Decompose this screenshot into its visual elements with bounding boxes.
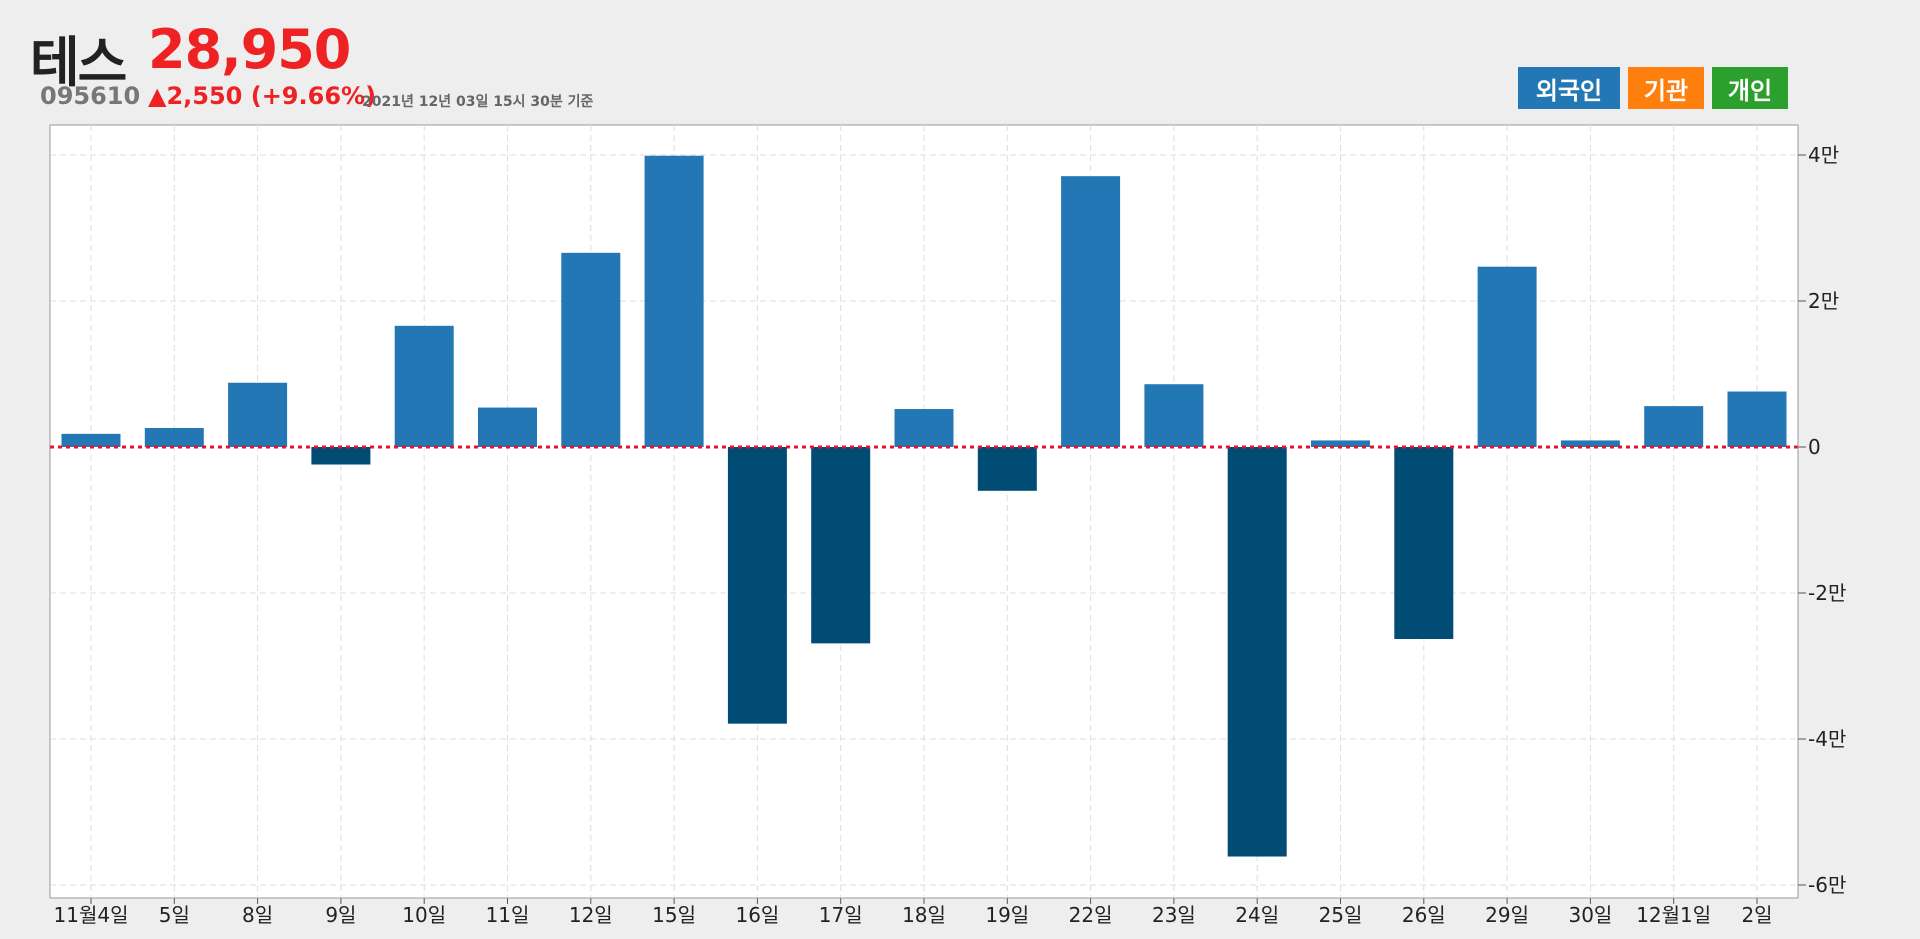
stock-timestamp: 2021년 12년 03일 15시 30분 기준: [362, 94, 594, 110]
bar-16일: [727, 447, 787, 724]
x-tick-label: 16일: [735, 903, 779, 927]
bar-22일: [1061, 176, 1121, 448]
stock-name: 테스: [30, 31, 127, 94]
x-tick-label: 17일: [819, 903, 863, 927]
y-tick-label: -4만: [1808, 727, 1846, 751]
bar-12일: [561, 252, 621, 447]
bar-9일: [311, 447, 371, 465]
x-tick-label: 18일: [902, 903, 946, 927]
x-tick-label: 2일: [1741, 903, 1772, 927]
bar-8일: [228, 382, 288, 447]
bar-18일: [894, 409, 954, 447]
bar-15일: [644, 155, 704, 448]
grid: [50, 125, 1798, 898]
x-tick-label: 9일: [325, 903, 356, 927]
x-tick-label: 11월4일: [54, 903, 129, 927]
x-tick-label: 25일: [1319, 903, 1363, 927]
x-tick-label: 23일: [1152, 903, 1196, 927]
x-tick-label: 19일: [985, 903, 1029, 927]
x-tick-label: 30일: [1568, 903, 1612, 927]
bar-25일: [1311, 440, 1370, 447]
x-tick-label: 8일: [242, 903, 273, 927]
y-tick-label: 4만: [1808, 143, 1839, 167]
y-tick-label: 2만: [1808, 289, 1839, 313]
x-tick-label: 12월1일: [1636, 903, 1711, 927]
bar-12월1일: [1644, 406, 1704, 447]
y-tick-label: 0: [1808, 435, 1821, 459]
x-tick-label: 26일: [1402, 903, 1446, 927]
bar-17일: [811, 447, 871, 644]
individual-investor-button[interactable]: 개인: [1712, 67, 1788, 109]
foreign-investor-button[interactable]: 외국인: [1518, 67, 1620, 109]
x-tick-label: 11일: [486, 903, 530, 927]
x-tick-label: 15일: [652, 903, 696, 927]
bar-29일: [1477, 266, 1537, 447]
y-axis-ticks: 4만 2만 0 -2만 -4만 -6만: [1798, 143, 1846, 897]
bar-11일: [478, 407, 537, 447]
x-tick-label: 10일: [402, 903, 446, 927]
bar-24일: [1227, 447, 1287, 857]
bar-19일: [977, 447, 1037, 491]
x-tick-label: 29일: [1485, 903, 1529, 927]
x-tick-label: 24일: [1235, 903, 1279, 927]
x-tick-label: 22일: [1069, 903, 1113, 927]
institution-investor-button[interactable]: 기관: [1628, 67, 1704, 109]
bar-11월4일: [61, 433, 121, 447]
y-tick-label: -6만: [1808, 873, 1846, 897]
x-tick-label: 5일: [159, 903, 190, 927]
bar-26일: [1394, 447, 1454, 639]
bar-23일: [1144, 384, 1204, 447]
x-axis-ticks: 11월4일 5일 8일 9일 10일 11일 12일 15일 16일 17일 18일 19일 22일 23…: [54, 898, 1773, 927]
bar-10일: [394, 325, 454, 447]
bar-series: [61, 155, 1787, 857]
x-tick-label: 12일: [569, 903, 613, 927]
y-tick-label: -2만: [1808, 581, 1846, 605]
bar-5일: [144, 428, 204, 447]
bar-30일: [1560, 440, 1620, 447]
stock-code: 095610: [40, 82, 141, 110]
stock-price: 28,950: [148, 18, 351, 81]
bar-2일: [1727, 391, 1787, 447]
stock-change: ▲2,550 (+9.66%): [148, 82, 377, 110]
